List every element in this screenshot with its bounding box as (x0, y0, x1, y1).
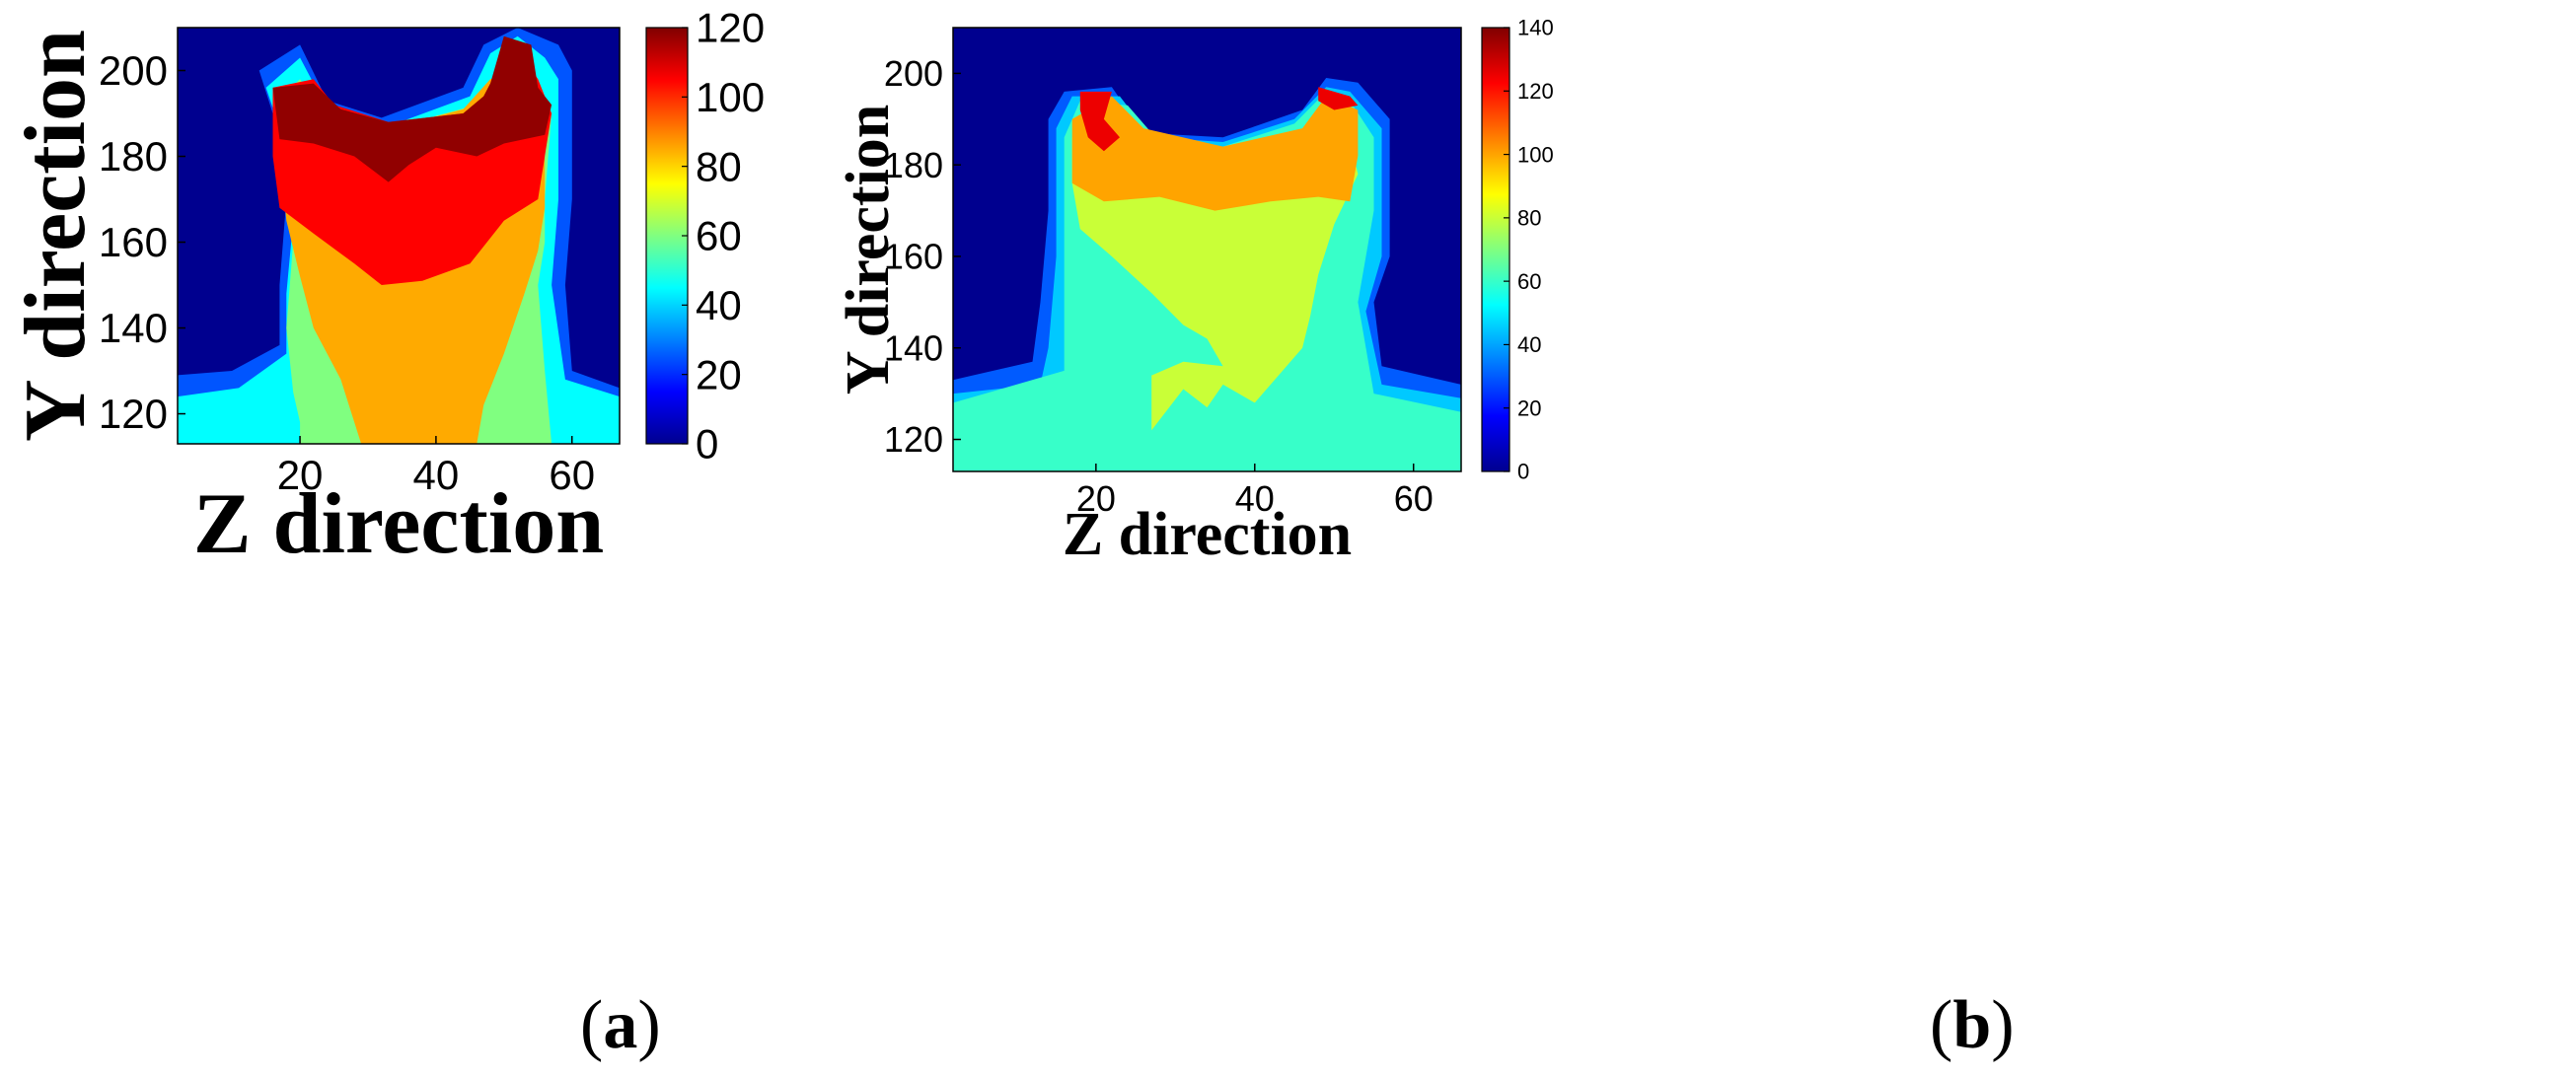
colorbar-tick-label: 60 (1517, 269, 1541, 294)
colorbar-tick-label: 20 (696, 351, 742, 397)
y-tick-label: 200 (884, 53, 943, 94)
heatmap-region-orange-band (1071, 96, 1359, 211)
colorbar-tick-label: 20 (1517, 395, 1541, 420)
colorbar-tick-label: 0 (696, 421, 718, 467)
y-axis-label: Y direction (8, 30, 104, 442)
heatmap-region-left-peak (1079, 91, 1120, 152)
y-tick-label: 160 (99, 219, 168, 265)
y-tick-label: 180 (99, 133, 168, 180)
colorbar-tick-label: 40 (696, 282, 742, 328)
x-tick-label: 60 (549, 452, 595, 498)
x-axis-label: Z direction (193, 476, 604, 572)
x-tick-label: 60 (1394, 478, 1434, 519)
x-tick-label: 20 (1076, 478, 1116, 519)
colorbar-tick-label: 60 (696, 213, 742, 259)
y-tick-label: 140 (884, 327, 943, 368)
y-tick-label: 180 (884, 145, 943, 185)
x-axis-label: Z direction (1063, 501, 1352, 568)
colorbar-tick-label: 0 (1517, 460, 1529, 484)
x-tick-label: 40 (413, 452, 460, 498)
heatmap-region-yellow-green-body (1071, 128, 1359, 431)
colorbar (645, 27, 689, 445)
panel-label-b: (b) (1930, 986, 2015, 1065)
colorbar (1481, 27, 1510, 472)
x-tick-label: 40 (1235, 478, 1275, 519)
colorbar-tick-label: 100 (696, 74, 765, 120)
plot-frame (952, 27, 1462, 472)
heatmap-region-right-peak (1318, 87, 1359, 110)
y-tick-label: 160 (884, 237, 943, 277)
colorbar-tick-label: 120 (1517, 79, 1554, 104)
y-axis-label: Y direction (835, 105, 902, 395)
x-tick-label: 20 (277, 452, 324, 498)
panel-label-a-text: (a) (580, 987, 661, 1063)
y-tick-label: 120 (99, 391, 168, 437)
colorbar-tick-label: 40 (1517, 332, 1541, 357)
y-tick-label: 140 (99, 305, 168, 351)
panel-label-b-text: (b) (1930, 987, 2015, 1063)
colorbar-tick-label: 80 (696, 143, 742, 189)
colorbar-tick-label: 80 (1517, 206, 1541, 231)
colorbar-tick-label: 120 (696, 5, 765, 51)
colorbar-tick-label: 140 (1517, 16, 1554, 40)
panel-label-a: (a) (580, 986, 661, 1065)
heatmap-region-dark-red-cap (272, 36, 552, 182)
heatmap-regions (178, 28, 620, 444)
heatmap-regions (953, 28, 1461, 471)
colorbar-tick-label: 100 (1517, 142, 1554, 167)
plot-frame (177, 27, 621, 445)
y-tick-label: 200 (99, 47, 168, 94)
y-tick-label: 120 (884, 419, 943, 460)
